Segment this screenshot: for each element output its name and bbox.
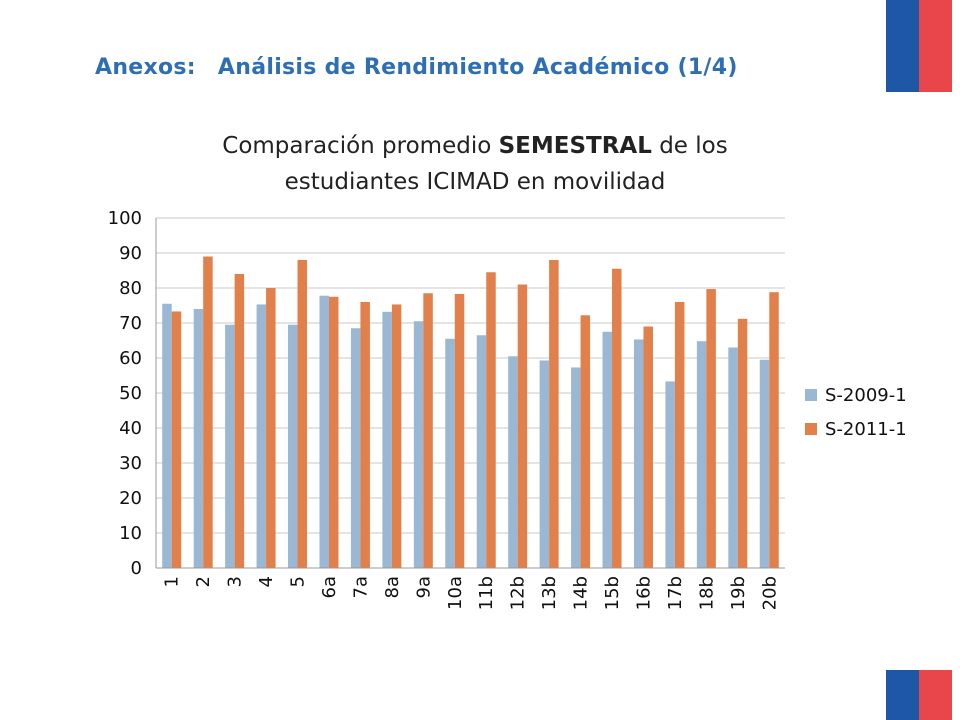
subtitle-line-2: estudiantes ICIMAD en movilidad <box>284 169 666 195</box>
bar-s2011-3 <box>234 274 245 568</box>
bar-s2011-11b <box>486 272 496 568</box>
legend-label-s2009: S-2009-1 <box>825 385 907 406</box>
x-tick-label: 2 <box>193 576 214 587</box>
x-tick-label: 15b <box>602 576 623 610</box>
bar-s2011-14b <box>580 315 591 568</box>
subtitle-line1-pre: Comparación promedio <box>222 133 499 159</box>
bar-s2009-4 <box>256 304 267 568</box>
bar-s2011-4 <box>266 288 276 568</box>
y-tick-label: 70 <box>119 313 142 334</box>
x-tick-label: 16b <box>633 576 654 610</box>
bar-s2011-17b <box>674 302 685 568</box>
bar-s2011-7a <box>360 302 370 568</box>
bar-s2009-19b <box>728 347 738 568</box>
bar-s2009-14b <box>571 367 581 568</box>
bar-s2009-10a <box>445 338 455 568</box>
bar-s2009-13b <box>539 360 550 568</box>
bar-s2011-2 <box>203 256 213 568</box>
flag-blue-stripe <box>886 0 919 92</box>
bar-s2009-1 <box>162 303 172 568</box>
bar-s2011-20b <box>769 292 779 568</box>
x-tick-label: 7a <box>350 576 371 598</box>
legend-swatch-s2011 <box>805 423 817 435</box>
bar-s2011-5 <box>297 260 308 568</box>
flag-bottom-decoration <box>886 670 952 720</box>
x-tick-label: 3 <box>225 576 246 587</box>
header-prefix: Anexos: <box>95 55 196 80</box>
bar-s2009-5 <box>288 324 298 568</box>
bar-s2009-9a <box>413 321 424 568</box>
bar-s2009-16b <box>633 339 644 568</box>
legend-swatch-s2009 <box>805 389 817 401</box>
bar-s2009-17b <box>665 381 675 568</box>
y-tick-label: 20 <box>119 488 142 509</box>
x-tick-label: 6a <box>319 576 340 598</box>
bar-s2009-18b <box>696 341 707 568</box>
flag-red-stripe <box>919 0 952 92</box>
y-tick-label: 60 <box>119 348 142 369</box>
subtitle-line1-post: de los <box>651 133 728 159</box>
x-tick-label: 10a <box>445 576 466 610</box>
flag-blue-stripe <box>886 670 919 720</box>
y-tick-label: 100 <box>108 208 142 229</box>
y-tick-label: 0 <box>131 558 142 579</box>
bar-s2009-6a <box>319 295 329 568</box>
chart-subtitle: Comparación promedio SEMESTRAL de los es… <box>150 128 800 200</box>
x-tick-label: 4 <box>256 576 277 587</box>
y-tick-label: 10 <box>119 523 142 544</box>
flag-top-decoration <box>886 0 952 92</box>
subtitle-bold-word: SEMESTRAL <box>498 133 652 159</box>
x-tick-label: 5 <box>288 576 309 587</box>
bar-s2011-6a <box>328 296 339 568</box>
x-tick-label: 19b <box>728 576 749 610</box>
flag-red-stripe <box>919 670 952 720</box>
y-tick-label: 40 <box>119 418 142 439</box>
y-tick-label: 30 <box>119 453 142 474</box>
x-tick-label: 1 <box>162 576 183 587</box>
subtitle-line-1: Comparación promedio SEMESTRAL de los <box>150 128 800 164</box>
x-tick-label: 11b <box>476 576 497 610</box>
x-tick-label: 9a <box>413 576 434 598</box>
bar-s2009-12b <box>508 356 518 568</box>
bar-s2009-20b <box>759 359 770 568</box>
slide-header: Anexos: Análisis de Rendimiento Académico… <box>95 55 738 80</box>
bar-s2011-10a <box>454 293 465 568</box>
x-tick-label: 20b <box>759 576 780 610</box>
bar-s2011-8a <box>391 304 402 568</box>
bar-s2011-15b <box>612 268 622 568</box>
x-tick-label: 14b <box>571 576 592 610</box>
bar-s2011-12b <box>517 284 528 568</box>
header-title: Análisis de Rendimiento Académico (1/4) <box>217 55 738 80</box>
x-tick-label: 17b <box>665 576 686 610</box>
y-tick-label: 80 <box>119 278 142 299</box>
bar-s2011-19b <box>737 318 748 568</box>
x-tick-label: 13b <box>539 576 560 610</box>
bar-s2009-8a <box>382 311 392 568</box>
x-tick-label: 18b <box>696 576 717 610</box>
y-tick-label: 50 <box>119 383 142 404</box>
x-tick-label: 8a <box>382 576 403 598</box>
bar-s2009-11b <box>476 335 487 568</box>
bar-s2009-7a <box>350 328 361 568</box>
bar-s2011-13b <box>549 260 559 568</box>
y-tick-label: 90 <box>119 243 142 264</box>
bar-s2011-18b <box>706 289 716 568</box>
bar-s2011-16b <box>643 326 653 568</box>
bar-s2011-9a <box>423 293 433 568</box>
bar-s2009-15b <box>602 331 613 568</box>
bar-s2009-3 <box>225 324 235 568</box>
bar-s2009-2 <box>193 309 204 568</box>
x-tick-label: 12b <box>508 576 529 610</box>
legend-label-s2011: S-2011-1 <box>825 419 907 440</box>
bar-s2011-1 <box>171 311 182 568</box>
